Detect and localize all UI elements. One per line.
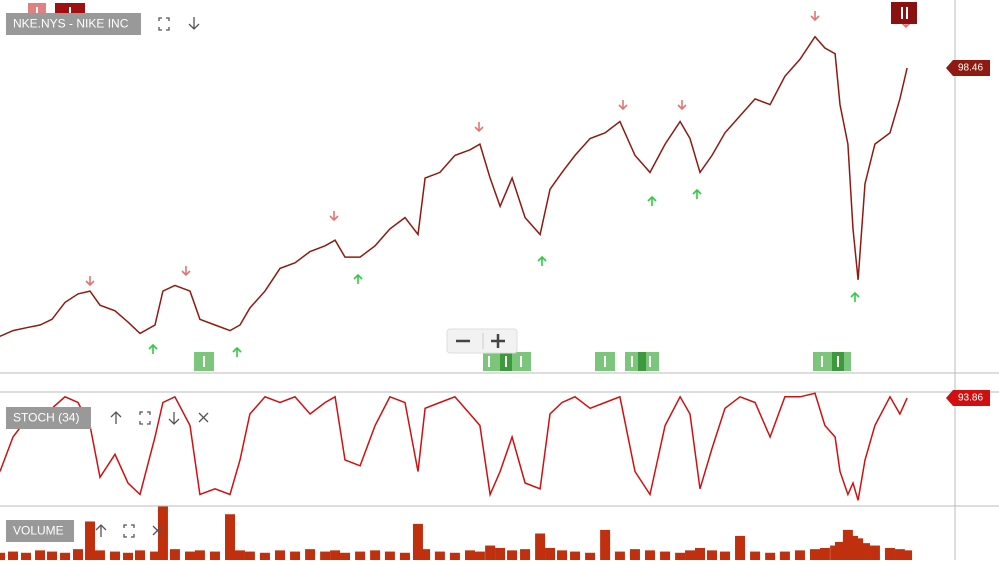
volume-bar [234,550,245,560]
volume-bar [169,549,180,560]
price-title: NKE.NYS - NIKE INC [13,17,129,31]
last-value-label: 98.46 [958,63,983,74]
volume-bar [545,547,556,560]
volume-bar [614,551,625,560]
volume-bar [370,550,381,560]
title-tag [6,407,91,429]
volume-bar [209,551,220,560]
volume-bar [474,551,485,560]
volume-bar [305,549,316,560]
pane-tools[interactable] [95,17,209,538]
volume-bar [449,552,460,560]
volume-bar [157,505,168,560]
zoom-control[interactable] [446,328,518,354]
volume-bar [810,549,821,560]
volume-bar [535,533,546,560]
volume-bar [340,552,351,560]
volume-bar [735,535,746,560]
volume-bar [869,545,880,560]
volume-bar [507,550,518,560]
volume-bar [706,550,717,560]
volume-bar [399,552,410,560]
last-value-label: 93.86 [958,393,983,404]
volume-bar [819,547,830,560]
volume-bar [434,551,445,560]
volume-bar [853,538,864,560]
volume-bar [290,551,301,560]
volume-bar [184,551,195,560]
volume-bar [485,545,496,560]
volume-bar [660,551,671,560]
volume-bar [225,514,236,560]
volume-bar [859,543,870,560]
volume-bar [847,535,858,560]
volume-bar [420,549,431,560]
volume-title: VOLUME [13,524,64,538]
volume-bar [779,551,790,560]
volume-bar [750,551,761,560]
volume-bar [73,549,84,560]
volume-bar [520,549,531,560]
labels: 98.46 93.86 [946,60,990,407]
volume-bar [842,529,853,560]
title-tag [6,13,141,35]
volume-bar [902,550,913,560]
volume-bar [629,549,640,560]
volume-bar [0,552,5,560]
volume-bar [8,551,19,560]
volume-bar [685,550,696,560]
volume-bar [645,550,656,560]
title-tag [6,520,74,542]
series-line [0,35,908,337]
volume-bar [384,551,395,560]
volume-bar [194,550,205,560]
volume-bar [244,551,255,560]
volume-bar [765,552,776,560]
volume-bar [355,551,366,560]
marks [0,35,913,560]
volume-bar [884,547,895,560]
stoch-title: STOCH (34) [13,411,79,425]
volume-bar [719,551,730,560]
volume-bar [557,550,568,560]
volume-bar [495,547,506,560]
volume-bar [894,549,905,560]
volume-bar [834,541,845,560]
volume-bar [675,552,686,560]
volume-bar [150,551,161,560]
volume-bar [259,552,270,560]
volume-bar [21,552,32,560]
volume-bar [123,552,134,560]
last-value-tag [946,390,990,407]
volume-bar [47,551,58,560]
volume-bar [330,550,341,560]
volume-bar [320,551,331,560]
volume-bar [274,550,285,560]
volume-bar [464,550,475,560]
volume-bar [94,550,105,560]
last-value-tag [946,60,990,77]
volume-bar [85,521,96,560]
volume-bar [570,551,581,560]
volume-bar [35,550,46,560]
volume-bar [694,547,705,560]
volume-bar [134,550,145,560]
series-line [0,392,908,501]
volume-bar [110,551,121,560]
volume-bar [794,550,805,560]
volume-bar [600,529,611,560]
volume-bar [585,552,596,560]
volume-bar [412,523,423,560]
volume-bar [60,552,71,560]
